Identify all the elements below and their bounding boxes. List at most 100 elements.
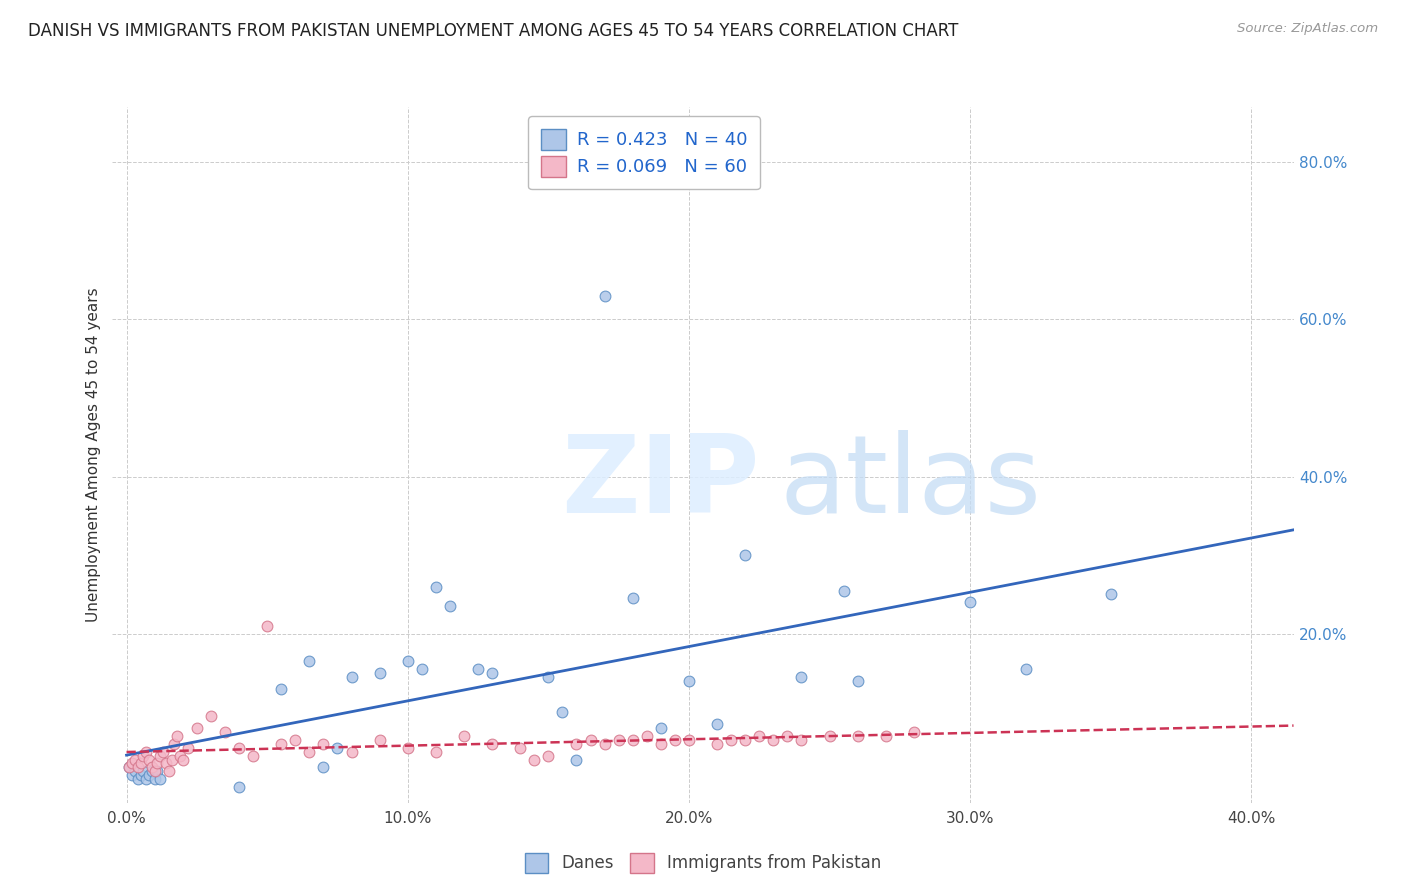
Y-axis label: Unemployment Among Ages 45 to 54 years: Unemployment Among Ages 45 to 54 years	[86, 287, 101, 623]
Point	[132, 748, 155, 763]
Point	[875, 729, 897, 743]
Point	[650, 737, 672, 751]
Point	[551, 706, 574, 720]
Point	[152, 745, 174, 759]
Point	[621, 591, 644, 606]
Point	[846, 729, 869, 743]
Point	[135, 745, 157, 759]
Point	[141, 764, 163, 779]
Point	[776, 729, 799, 743]
Point	[118, 760, 141, 774]
Point	[762, 732, 785, 747]
Point	[818, 729, 841, 743]
Point	[312, 760, 335, 774]
Point	[166, 729, 188, 743]
Point	[523, 753, 546, 767]
Point	[565, 753, 588, 767]
Point	[298, 654, 321, 668]
Point	[636, 729, 658, 743]
Point	[298, 745, 321, 759]
Point	[537, 670, 560, 684]
Point	[903, 725, 925, 739]
Point	[312, 737, 335, 751]
Point	[790, 670, 813, 684]
Point	[621, 732, 644, 747]
Point	[326, 740, 349, 755]
Point	[650, 721, 672, 735]
Point	[146, 764, 169, 779]
Point	[146, 756, 169, 771]
Point	[163, 737, 186, 751]
Point	[396, 654, 419, 668]
Point	[706, 717, 728, 731]
Point	[284, 732, 307, 747]
Point	[242, 748, 264, 763]
Point	[135, 772, 157, 787]
Point	[129, 768, 152, 782]
Point	[368, 666, 391, 681]
Point	[340, 745, 363, 759]
Point	[118, 760, 141, 774]
Point	[790, 732, 813, 747]
Point	[157, 764, 180, 779]
Text: atlas: atlas	[780, 430, 1042, 536]
Point	[155, 756, 177, 771]
Point	[132, 764, 155, 779]
Point	[177, 740, 200, 755]
Point	[149, 748, 172, 763]
Point	[565, 737, 588, 751]
Point	[138, 768, 160, 782]
Point	[200, 709, 222, 723]
Point	[124, 764, 146, 779]
Point	[256, 619, 278, 633]
Point	[228, 740, 250, 755]
Point	[141, 760, 163, 774]
Point	[509, 740, 531, 755]
Point	[593, 737, 616, 751]
Point	[121, 756, 143, 771]
Point	[228, 780, 250, 794]
Point	[425, 580, 447, 594]
Point	[186, 721, 208, 735]
Point	[169, 748, 191, 763]
Point	[1099, 587, 1122, 601]
Text: ZIP: ZIP	[561, 430, 759, 536]
Point	[143, 764, 166, 779]
Point	[481, 737, 503, 751]
Point	[734, 548, 756, 562]
Point	[138, 753, 160, 767]
Point	[127, 772, 149, 787]
Point	[368, 732, 391, 747]
Legend: Danes, Immigrants from Pakistan: Danes, Immigrants from Pakistan	[517, 847, 889, 880]
Point	[734, 732, 756, 747]
Point	[453, 729, 475, 743]
Point	[425, 745, 447, 759]
Point	[832, 583, 855, 598]
Text: DANISH VS IMMIGRANTS FROM PAKISTAN UNEMPLOYMENT AMONG AGES 45 TO 54 YEARS CORREL: DANISH VS IMMIGRANTS FROM PAKISTAN UNEMP…	[28, 22, 959, 40]
Point	[664, 732, 686, 747]
Point	[121, 768, 143, 782]
Point	[1015, 662, 1038, 676]
Point	[720, 732, 742, 747]
Point	[748, 729, 770, 743]
Point	[481, 666, 503, 681]
Point	[172, 753, 194, 767]
Point	[439, 599, 461, 614]
Point	[846, 673, 869, 688]
Point	[593, 289, 616, 303]
Point	[270, 737, 292, 751]
Point	[959, 595, 981, 609]
Point	[396, 740, 419, 755]
Point	[579, 732, 602, 747]
Text: Source: ZipAtlas.com: Source: ZipAtlas.com	[1237, 22, 1378, 36]
Point	[411, 662, 433, 676]
Point	[270, 681, 292, 696]
Point	[537, 748, 560, 763]
Point	[607, 732, 630, 747]
Point	[143, 772, 166, 787]
Point	[706, 737, 728, 751]
Point	[340, 670, 363, 684]
Point	[127, 760, 149, 774]
Legend: R = 0.423   N = 40, R = 0.069   N = 60: R = 0.423 N = 40, R = 0.069 N = 60	[529, 116, 759, 189]
Point	[678, 673, 700, 688]
